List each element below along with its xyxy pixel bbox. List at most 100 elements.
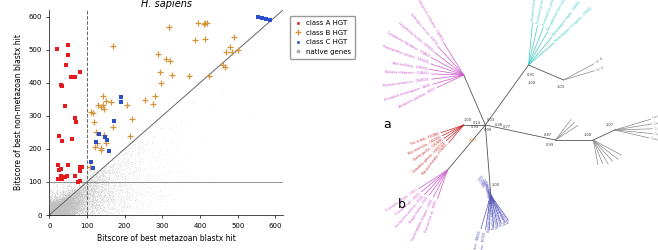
Point — [53, 210, 63, 214]
Point — [55, 210, 65, 214]
Point — [45, 209, 55, 213]
Point — [157, 132, 168, 136]
Point — [68, 190, 79, 194]
Point — [47, 204, 58, 208]
Point — [60, 212, 70, 216]
Point — [194, 204, 205, 208]
Point — [88, 186, 98, 190]
Point — [55, 212, 65, 216]
Point — [45, 212, 55, 216]
Point — [53, 210, 64, 214]
Point — [50, 210, 61, 214]
Point — [44, 212, 55, 216]
Point — [45, 208, 56, 212]
Point — [143, 199, 153, 203]
Point — [47, 192, 57, 196]
Point — [53, 208, 63, 212]
Point — [50, 196, 61, 200]
Point — [86, 178, 96, 182]
Point — [99, 188, 110, 192]
Point — [45, 211, 56, 215]
Point — [45, 213, 55, 217]
Point — [53, 205, 64, 209]
Point — [45, 208, 56, 212]
Point — [75, 201, 86, 205]
Point — [68, 209, 79, 213]
Point — [50, 213, 61, 217]
Point — [55, 213, 66, 217]
Point — [55, 200, 65, 204]
Point — [47, 211, 58, 215]
Point — [102, 176, 113, 180]
Point — [47, 206, 57, 210]
Point — [102, 182, 113, 186]
Point — [45, 210, 55, 214]
Point — [45, 211, 55, 215]
Point — [51, 210, 61, 214]
Point — [53, 195, 63, 199]
Point — [53, 208, 64, 212]
Point — [63, 208, 73, 212]
Point — [57, 209, 67, 213]
Point — [64, 194, 75, 198]
Point — [68, 207, 79, 211]
Point — [58, 208, 68, 212]
Point — [50, 201, 61, 205]
Point — [51, 211, 62, 215]
Point — [51, 206, 61, 210]
Point — [70, 180, 80, 184]
Point — [63, 212, 74, 216]
Point — [88, 163, 99, 167]
Point — [118, 148, 128, 152]
Point — [74, 196, 84, 200]
Point — [87, 187, 97, 191]
Point — [47, 212, 57, 216]
Point — [45, 212, 55, 216]
Point — [44, 210, 55, 214]
Point — [68, 207, 79, 211]
Point — [44, 210, 55, 214]
Point — [68, 208, 79, 212]
Point — [49, 212, 60, 216]
Point — [69, 212, 80, 216]
Point — [55, 206, 65, 210]
Point — [72, 201, 83, 205]
Point — [51, 209, 61, 213]
Point — [66, 205, 76, 209]
Point — [49, 209, 59, 213]
Point — [55, 203, 65, 207]
Point — [66, 186, 76, 190]
Point — [58, 206, 68, 210]
Point — [51, 202, 62, 206]
Point — [48, 212, 59, 216]
Point — [82, 194, 92, 198]
Point — [54, 210, 64, 214]
Point — [57, 207, 68, 211]
Point — [52, 208, 63, 212]
Point — [52, 207, 63, 211]
Point — [49, 210, 59, 214]
Point — [57, 212, 67, 216]
Point — [51, 212, 61, 216]
Point — [58, 197, 68, 201]
Point — [71, 206, 82, 210]
Point — [66, 190, 76, 194]
Point — [60, 198, 70, 202]
Point — [88, 208, 98, 212]
Point — [57, 208, 67, 212]
Point — [45, 204, 56, 208]
Point — [159, 124, 169, 128]
Point — [49, 200, 59, 204]
Point — [68, 198, 78, 202]
Point — [51, 212, 61, 216]
Point — [117, 168, 128, 172]
Point — [49, 210, 60, 214]
Point — [45, 212, 55, 216]
Point — [57, 199, 67, 203]
Point — [47, 211, 58, 215]
Point — [46, 212, 57, 216]
Point — [59, 202, 70, 206]
Point — [61, 195, 72, 199]
Point — [55, 195, 65, 199]
Point — [66, 196, 77, 200]
